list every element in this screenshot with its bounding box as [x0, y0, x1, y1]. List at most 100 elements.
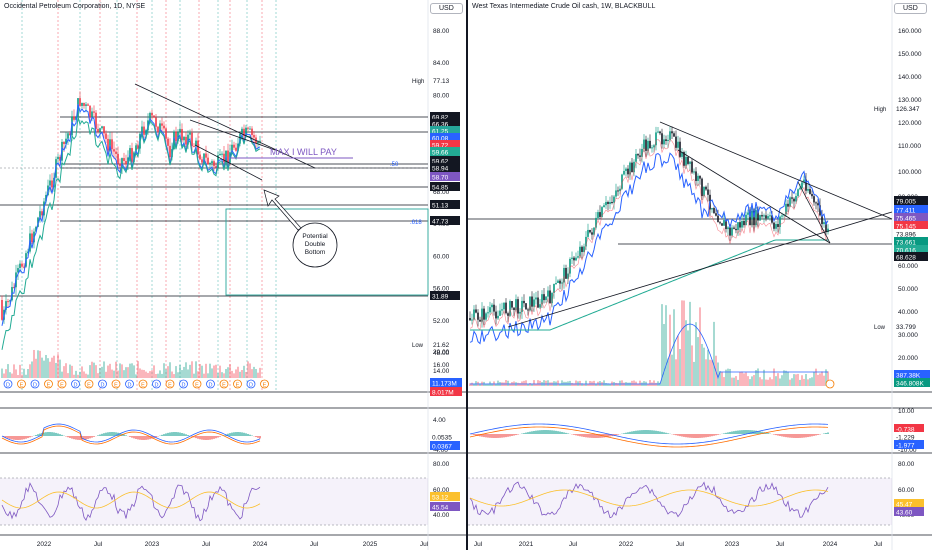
left-event-marker[interactable] — [246, 379, 256, 389]
left-volume-bar — [7, 364, 9, 378]
left-event-marker[interactable] — [125, 379, 134, 389]
left-event-marker[interactable] — [44, 379, 53, 389]
left-event-marker[interactable] — [219, 379, 229, 389]
right-chart-canvas[interactable]: 160.000 150.000 140.000 130.000 120.000 110.0… — [468, 0, 932, 550]
left-event-marker[interactable] — [57, 379, 67, 389]
right-chart-pane[interactable]: 160.000 150.000 140.000 130.000 120.000 110.0… — [468, 0, 932, 550]
left-event-marker[interactable] — [111, 379, 121, 389]
left-macd-hist — [77, 436, 79, 440]
right-macd-hist — [517, 434, 519, 435]
left-event-marker[interactable] — [30, 379, 40, 389]
right-volume-tag: 346.808K — [896, 381, 924, 388]
right-candle-body — [501, 309, 503, 311]
left-candle-body — [213, 161, 215, 167]
right-candle-body — [791, 197, 793, 199]
right-candle-body — [515, 299, 517, 311]
right-currency-button[interactable]: USD — [894, 3, 927, 14]
left-candle-body — [87, 104, 89, 106]
left-event-marker-letter: D — [249, 383, 253, 389]
left-candle-body — [259, 140, 261, 142]
right-ma-green — [470, 239, 828, 331]
left-volume-bar — [173, 374, 175, 378]
left-price-axis-label: 68.00 — [433, 189, 450, 196]
left-event-marker[interactable] — [192, 379, 202, 389]
right-macd-hist — [663, 432, 665, 434]
left-event-marker[interactable] — [179, 379, 188, 389]
left-event-marker[interactable] — [71, 379, 80, 389]
left-candle-body — [161, 123, 163, 126]
right-macd-tag: -1.977 — [896, 443, 915, 450]
left-event-marker[interactable] — [17, 379, 26, 389]
left-macd-hist — [149, 436, 151, 440]
right-candle-body — [785, 203, 787, 215]
right-candle-body — [535, 297, 537, 300]
left-volume-bar — [15, 369, 17, 378]
right-candle-body — [765, 215, 767, 219]
left-macd-hist — [29, 436, 31, 438]
right-price-tag: 79.005 — [896, 199, 916, 206]
right-symbol-title[interactable]: West Texas Intermediate Crude Oil cash, … — [472, 3, 656, 10]
right-macd-hist — [789, 434, 791, 438]
left-candle-body — [257, 141, 259, 144]
left-event-marker[interactable] — [152, 379, 161, 389]
left-macd-hist — [15, 436, 17, 440]
left-volume-bar — [189, 364, 191, 378]
left-volume-bar — [229, 364, 231, 378]
left-price-tag-bg — [430, 147, 460, 156]
right-macd-hist — [515, 434, 517, 436]
right-candle-body — [809, 189, 811, 194]
right-volume-bar — [631, 380, 633, 386]
left-event-marker-letter: E — [195, 383, 199, 389]
left-candle-body — [97, 128, 99, 132]
right-volume-bar — [579, 380, 581, 386]
left-volume-bar — [127, 367, 129, 378]
pane-divider[interactable] — [466, 0, 468, 550]
right-volume-bar — [603, 380, 605, 386]
left-event-marker[interactable] — [165, 379, 175, 389]
right-volume-bar — [693, 361, 695, 386]
left-volume-bar — [47, 358, 49, 378]
right-candle-body — [665, 139, 667, 141]
left-event-marker[interactable] — [3, 379, 13, 389]
left-event-marker[interactable] — [84, 379, 94, 389]
right-macd-hist — [491, 434, 493, 438]
left-volume-bar — [19, 364, 21, 378]
right-macd-hist — [573, 434, 575, 435]
left-volume-bar — [137, 361, 139, 378]
right-volume-bar — [671, 354, 673, 386]
right-event-marker[interactable] — [825, 379, 835, 389]
right-macd-tag-bg — [894, 424, 924, 433]
left-event-marker[interactable] — [260, 379, 269, 389]
left-chart-pane[interactable]: 88.0084.0080.0076.0072.0068.0064.0060.00… — [0, 0, 466, 550]
left-event-marker[interactable] — [138, 379, 148, 389]
right-volume-bar — [523, 380, 525, 386]
left-volume-bar — [239, 371, 241, 378]
left-macd-hist — [237, 432, 239, 436]
left-high-value: 77.13 — [433, 78, 450, 85]
right-volume-bar — [711, 360, 713, 386]
left-candle-body — [107, 138, 109, 151]
left-chart-canvas[interactable]: 88.0084.0080.0076.0072.0068.0064.0060.00… — [0, 0, 466, 550]
left-event-marker[interactable] — [233, 379, 242, 389]
left-macd-hist — [61, 434, 63, 436]
right-macd-hist — [577, 434, 579, 436]
left-candle-body — [143, 126, 145, 135]
right-volume-bar — [717, 362, 719, 386]
left-price-tag-bg — [430, 200, 460, 209]
right-macd-hist — [617, 434, 619, 435]
left-currency-button[interactable]: USD — [430, 3, 463, 14]
right-candle-body — [827, 228, 829, 233]
left-volume-bar — [11, 373, 13, 378]
left-event-marker[interactable] — [98, 379, 107, 389]
left-symbol-title[interactable]: Occidental Petroleum Corporation, 1D, NY… — [4, 3, 146, 10]
left-event-marker-letter: D — [209, 383, 213, 389]
right-candle-body — [543, 294, 545, 301]
left-volume-bar — [199, 363, 201, 378]
left-event-marker[interactable] — [206, 379, 215, 389]
left-price-axis-label: 14.00 — [433, 368, 450, 375]
left-macd-hist — [243, 432, 245, 436]
right-time-axis-label: Jul — [569, 541, 578, 548]
left-fib-618-label: .618 — [410, 220, 422, 226]
right-volume-bar — [539, 380, 541, 386]
right-candle-body — [575, 257, 577, 261]
